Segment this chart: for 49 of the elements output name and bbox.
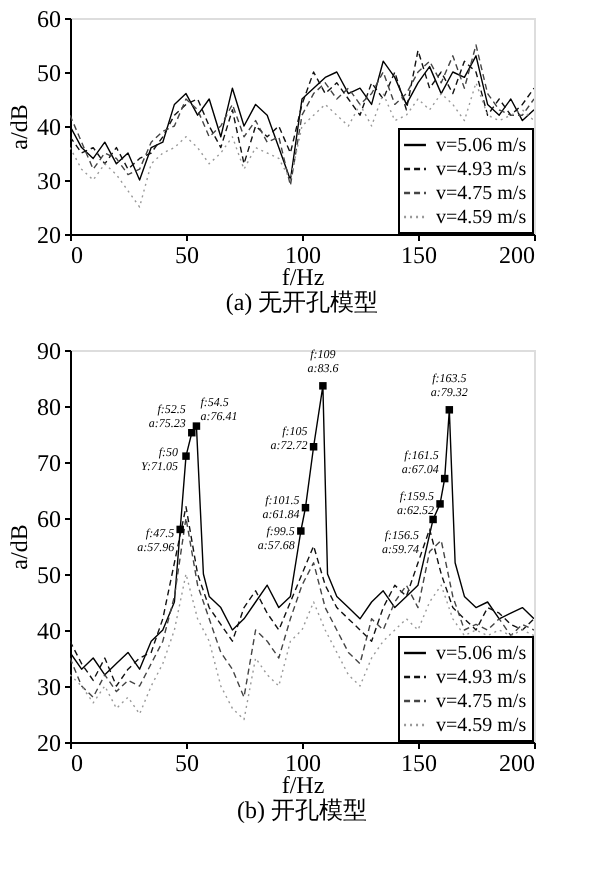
x-tick-label: 50	[175, 749, 199, 777]
x-tick-label: 150	[401, 241, 437, 269]
x-tick-label: 0	[71, 749, 83, 777]
y-tick-label: 30	[37, 167, 61, 195]
point	[176, 525, 184, 534]
x-tick-label: 100	[285, 241, 321, 269]
x-axis-title: f/Hz	[281, 771, 325, 799]
y-tick-label: 40	[37, 617, 61, 645]
point	[188, 428, 196, 437]
x-tick-label: 200	[499, 749, 535, 777]
point	[182, 452, 190, 460]
x-tick-label: 100	[285, 749, 321, 777]
x-tick-label: 150	[401, 749, 437, 777]
y-tick-label: 80	[37, 393, 61, 421]
point	[436, 500, 444, 508]
x-tick-label: 200	[499, 241, 535, 269]
legend-label: v=4.75 m/s	[436, 691, 527, 713]
point	[309, 443, 318, 451]
y-tick-label: 20	[37, 221, 61, 249]
y-tick-label: 60	[37, 5, 61, 33]
point	[297, 527, 305, 535]
line-series	[70, 82, 534, 208]
point	[192, 422, 201, 430]
y-tick-label: 40	[37, 113, 61, 141]
legend-label: v=4.93 m/s	[436, 159, 527, 181]
y-tick-label: 70	[37, 449, 61, 477]
y-tick-label: 50	[37, 59, 61, 87]
text: (b) 开孔模型	[237, 796, 367, 824]
legend-label: v=5.06 m/s	[436, 643, 527, 665]
point	[319, 382, 327, 390]
legend-label: v=4.93 m/s	[436, 667, 527, 689]
legend-label: v=4.59 m/s	[436, 715, 527, 737]
y-tick-label: 90	[37, 337, 61, 365]
text: (a) 无开孔模型	[225, 288, 379, 316]
y-axis-title: a/dB	[5, 524, 33, 570]
line-series	[70, 573, 534, 721]
point	[445, 406, 454, 414]
y-tick-label: 30	[37, 673, 61, 701]
y-axis-title: a/dB	[5, 104, 33, 150]
x-tick-label: 50	[175, 241, 199, 269]
y-tick-label: 50	[37, 561, 61, 589]
legend-label: v=4.75 m/s	[436, 183, 527, 205]
legend-label: v=5.06 m/s	[436, 135, 527, 157]
point	[429, 515, 437, 524]
y-tick-label: 20	[37, 729, 61, 757]
y-tick-label: 60	[37, 505, 61, 533]
x-tick-label: 0	[71, 241, 83, 269]
x-axis-title: f/Hz	[281, 263, 325, 291]
legend-label: v=4.59 m/s	[436, 207, 527, 229]
